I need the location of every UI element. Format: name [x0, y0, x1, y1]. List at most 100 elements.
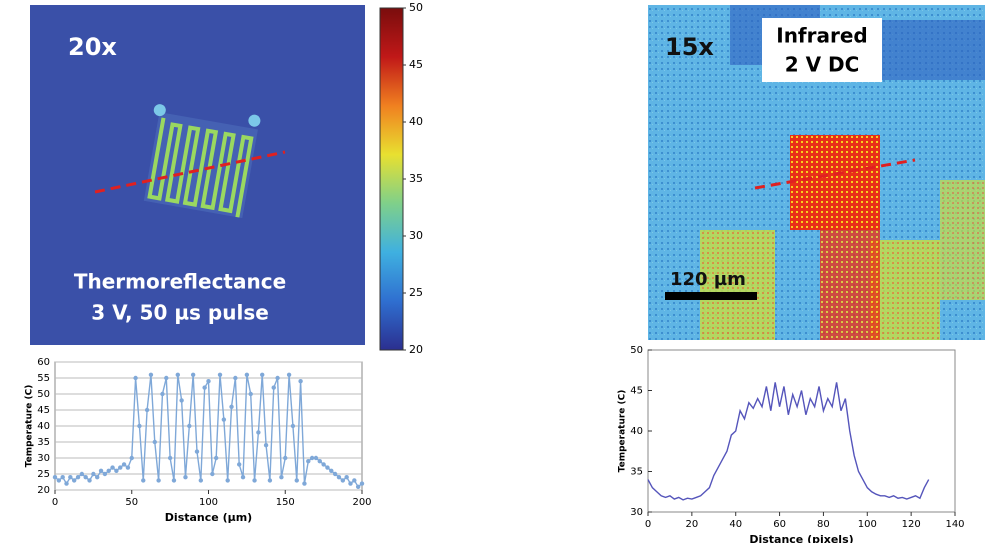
y-tick-label: 40: [630, 426, 643, 437]
colorbar: [379, 7, 404, 351]
data-point: [237, 462, 242, 467]
data-point: [133, 375, 138, 381]
data-point: [187, 423, 192, 429]
data-point: [298, 379, 303, 384]
data-point: [240, 475, 246, 480]
data-point: [56, 478, 62, 483]
data-point: [164, 375, 169, 381]
data-point: [98, 468, 104, 473]
data-point: [118, 465, 123, 470]
data-point: [79, 471, 85, 477]
data-point: [213, 455, 219, 461]
colorbar-tick-label: 35: [409, 172, 423, 185]
data-point: [248, 391, 253, 397]
data-point: [348, 481, 353, 486]
scale-bar-label: 120 µm: [670, 269, 746, 290]
x-axis-label: Distance (pixels): [749, 533, 853, 543]
data-point: [183, 475, 188, 480]
y-tick-label: 35: [37, 437, 50, 448]
colorbar-tick-label: 25: [409, 286, 423, 299]
data-point: [233, 375, 238, 381]
data-point: [306, 459, 311, 464]
data-point: [190, 372, 196, 377]
data-point: [198, 478, 204, 483]
data-point: [260, 372, 265, 377]
data-point: [217, 372, 223, 377]
data-point: [279, 475, 284, 480]
y-tick-label: 55: [37, 373, 50, 384]
x-tick-label: 0: [52, 497, 58, 508]
data-point: [95, 475, 100, 480]
thermoreflectance-image: 20x Thermoreflectance 3 V, 50 µs pulse: [30, 5, 365, 345]
mode: Infrared: [776, 24, 867, 48]
data-point: [294, 478, 299, 483]
data-point: [148, 372, 154, 377]
data-line: [647, 382, 930, 501]
data-point: [114, 468, 119, 473]
data-point: [309, 455, 315, 461]
colorbar-tick-label: 20: [409, 343, 423, 356]
data-point: [275, 375, 280, 381]
data-point: [221, 417, 227, 422]
data-point: [229, 404, 234, 409]
data-point: [160, 391, 165, 397]
y-tick-label: 25: [37, 469, 50, 480]
y-axis-label: Temperature (C): [25, 385, 35, 468]
data-point: [332, 471, 338, 477]
colorbar-tick-label: 50: [409, 1, 423, 14]
data-point: [175, 372, 180, 377]
data-point: [352, 478, 357, 483]
data-point: [244, 372, 250, 377]
x-tick-label: 200: [352, 497, 371, 508]
data-point: [340, 478, 346, 483]
y-tick-label: 30: [630, 507, 643, 518]
x-tick-label: 20: [685, 519, 698, 530]
data-point: [171, 478, 177, 483]
data-point: [68, 475, 73, 480]
y-tick-label: 60: [37, 357, 50, 368]
data-point: [167, 455, 173, 461]
magnification: 15x: [665, 33, 714, 61]
x-tick-label: 150: [276, 497, 295, 508]
data-point: [202, 385, 207, 390]
data-point: [179, 398, 184, 403]
x-tick-label: 100: [199, 497, 218, 508]
scale-bar: [665, 292, 757, 300]
data-point: [52, 475, 58, 480]
data-point: [156, 478, 161, 483]
magnification: 20x: [68, 33, 117, 61]
data-point: [290, 423, 296, 429]
data-point: [210, 471, 215, 477]
data-point: [321, 462, 326, 467]
y-tick-label: 30: [37, 453, 50, 464]
data-point: [60, 475, 65, 480]
x-axis-label: Distance (µm): [165, 511, 252, 524]
data-point: [137, 423, 142, 429]
data-point: [325, 465, 330, 470]
x-tick-label: 80: [817, 519, 830, 530]
data-point: [141, 478, 146, 483]
data-point: [144, 407, 150, 413]
data-point: [329, 468, 334, 473]
data-point: [206, 379, 211, 384]
data-point: [313, 455, 319, 461]
y-axis-label: Temperature (C): [618, 390, 628, 473]
x-tick-label: 0: [645, 519, 651, 530]
caption: 3 V, 50 µs pulse: [91, 301, 269, 325]
mode: 2 V DC: [785, 53, 860, 77]
data-point: [64, 481, 69, 486]
data-point: [91, 471, 96, 477]
data-point: [125, 465, 131, 470]
data-point: [317, 459, 322, 464]
caption: Thermoreflectance: [74, 270, 286, 294]
data-point: [87, 478, 92, 483]
data-point: [106, 468, 111, 473]
x-tick-label: 50: [125, 497, 138, 508]
y-tick-label: 45: [630, 386, 643, 397]
x-tick-label: 100: [858, 519, 877, 530]
y-tick-label: 40: [37, 421, 50, 432]
data-point: [83, 475, 88, 480]
data-point: [75, 475, 81, 480]
